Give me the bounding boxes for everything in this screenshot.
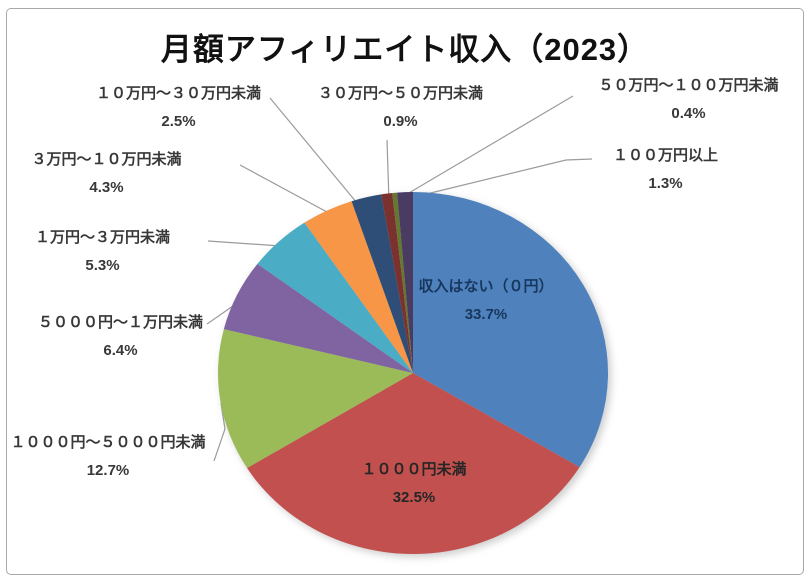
slice-label-50man-100man: ５０万円～１００万円未満 0.4% — [576, 76, 801, 124]
leader-line-50man-100man — [396, 95, 574, 201]
slice-label-text: ３０万円～５０万円未満 — [317, 85, 483, 102]
slice-percent: 2.5% — [161, 113, 196, 130]
slice-label-100man-over: １００万円以上 1.3% — [553, 146, 778, 194]
chart-title: 月額アフィリエイト収入（2023） — [160, 32, 650, 67]
pie-slice-1 — [247, 373, 580, 554]
slice-percent: 0.4% — [671, 105, 706, 122]
slice-label-text: １０００円～５０００円未満 — [10, 434, 206, 451]
leader-line-30man-50man — [386, 139, 390, 203]
slice-label-text: １００万円以上 — [612, 147, 718, 164]
slice-label-text: ３万円～１０万円未満 — [31, 151, 182, 168]
slice-percent: 6.4% — [103, 342, 138, 359]
slice-label-text: ５０００円～１万円未満 — [37, 314, 203, 331]
pie-slice-6 — [351, 194, 413, 373]
slice-label-text: １０万円～３０万円未満 — [95, 85, 261, 102]
slice-percent: 33.7% — [464, 306, 508, 323]
slice-label-text: 収入はない（０円） — [418, 278, 554, 295]
pie-slice-0 — [413, 192, 608, 468]
slice-percent: 0.9% — [383, 113, 418, 130]
leader-line-100man — [405, 158, 593, 200]
pie-slice-5 — [304, 201, 413, 373]
pie-slice-8 — [392, 192, 413, 373]
pie-slice-9 — [397, 191, 413, 373]
pie-slice-3 — [223, 263, 413, 373]
slice-label-30man-50man: ３０万円～５０万円未満 0.9% — [288, 84, 513, 132]
slice-label-3man-10man: ３万円～１０万円未満 4.3% — [0, 150, 219, 198]
slice-percent: 1.3% — [648, 175, 683, 192]
leader-line-1man-3man — [207, 240, 282, 247]
slice-label-text: ５０万円～１００万円未満 — [598, 77, 779, 94]
pie-slice-7 — [381, 193, 413, 373]
slice-label-10man-30man: １０万円～３０万円未満 2.5% — [66, 84, 291, 132]
pie-slice-2 — [218, 329, 413, 469]
slice-percent: 4.3% — [89, 179, 124, 196]
leader-line-1000-5000 — [213, 402, 226, 462]
slice-label-1man-3man: １万円～３万円未満 5.3% — [0, 228, 215, 276]
slice-label-text: １万円～３万円未満 — [34, 229, 170, 246]
slice-label-text: １０００円未満 — [361, 461, 467, 478]
leader-line-3man-10man — [239, 164, 328, 213]
pie-slice-4 — [257, 222, 413, 373]
slice-percent: 12.7% — [86, 462, 130, 479]
slice-label-under-1000: １０００円未満 32.5% — [314, 460, 514, 508]
slice-label-5000-1man: ５０００円～１万円未満 6.4% — [8, 313, 233, 361]
pie-wedges — [218, 191, 608, 554]
leader-line-10man-30man — [269, 97, 363, 210]
slice-label-no-income: 収入はない（０円） 33.7% — [386, 277, 586, 325]
leader-lines — [206, 95, 593, 462]
slice-label-1000-5000: １０００円～５０００円未満 12.7% — [0, 433, 219, 481]
slice-percent: 5.3% — [85, 257, 120, 274]
slice-percent: 32.5% — [392, 489, 436, 506]
